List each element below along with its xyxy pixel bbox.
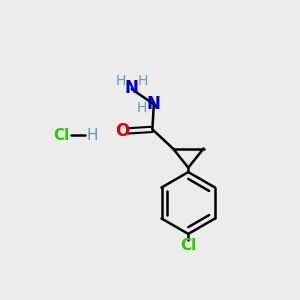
Text: N: N	[147, 95, 161, 113]
Text: H: H	[87, 128, 98, 143]
Text: N: N	[125, 80, 139, 98]
Text: H: H	[116, 74, 126, 88]
Text: O: O	[115, 122, 129, 140]
Text: Cl: Cl	[180, 238, 196, 253]
Text: H: H	[138, 74, 148, 88]
Text: Cl: Cl	[53, 128, 70, 143]
Text: H: H	[136, 101, 147, 115]
